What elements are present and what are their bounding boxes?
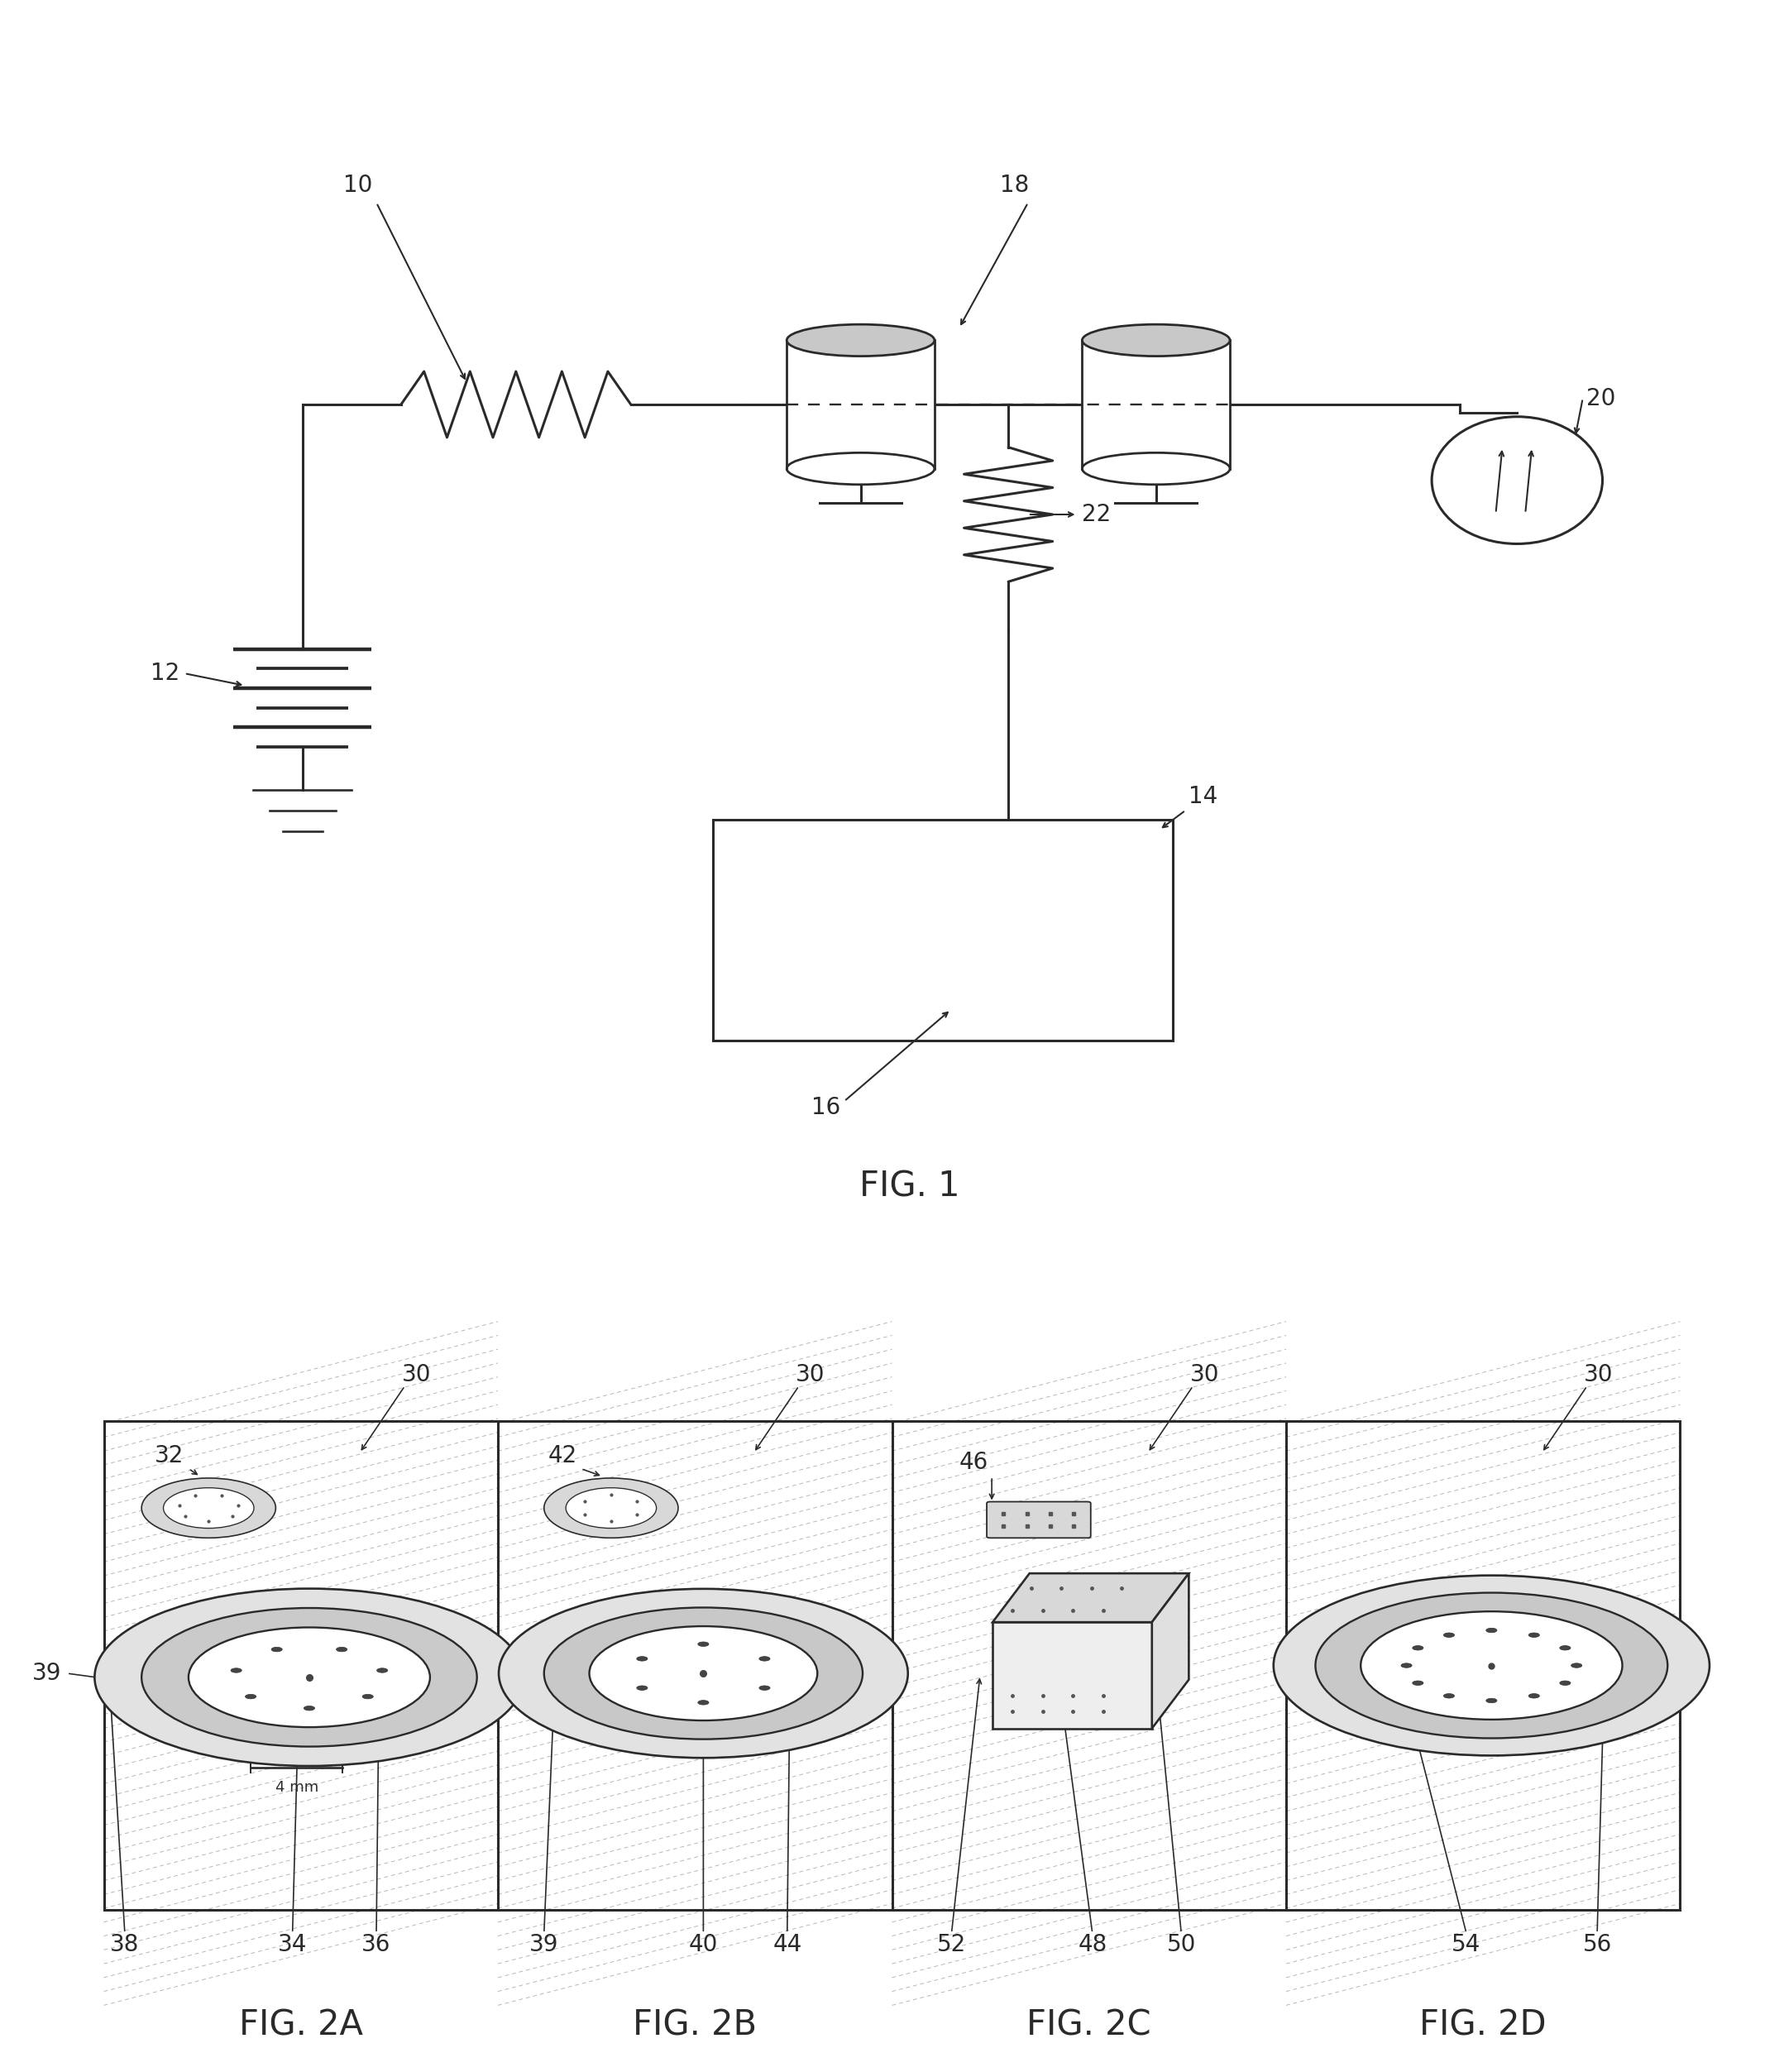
Ellipse shape (1413, 1680, 1424, 1685)
Ellipse shape (1529, 1633, 1540, 1637)
Ellipse shape (1572, 1664, 1582, 1668)
Ellipse shape (141, 1608, 476, 1747)
Bar (714, 821, 1172, 1040)
Ellipse shape (787, 325, 935, 356)
Text: 30: 30 (401, 1363, 432, 1386)
Text: 42: 42 (548, 1444, 578, 1467)
Text: 18: 18 (1001, 174, 1029, 197)
Ellipse shape (698, 1701, 708, 1705)
Ellipse shape (1413, 1645, 1424, 1649)
Ellipse shape (589, 1627, 817, 1720)
Ellipse shape (544, 1608, 863, 1738)
Text: 30: 30 (1584, 1363, 1613, 1386)
Text: 39: 39 (530, 1933, 558, 1956)
Ellipse shape (698, 1641, 708, 1647)
Text: 46: 46 (960, 1450, 988, 1473)
Ellipse shape (244, 1695, 257, 1699)
Text: 48: 48 (1078, 1933, 1108, 1956)
Text: 22: 22 (1083, 503, 1111, 526)
Ellipse shape (1559, 1680, 1570, 1685)
Text: 16: 16 (812, 1096, 840, 1119)
Ellipse shape (164, 1488, 253, 1529)
Text: 14: 14 (1188, 785, 1218, 808)
Text: FIG. 2D: FIG. 2D (1420, 2008, 1547, 2043)
Ellipse shape (337, 1647, 348, 1651)
Ellipse shape (1083, 325, 1229, 356)
Ellipse shape (637, 1687, 648, 1691)
Text: 56: 56 (1582, 1933, 1611, 1956)
Polygon shape (992, 1573, 1188, 1622)
Ellipse shape (1486, 1699, 1497, 1703)
Text: 4 mm: 4 mm (275, 1780, 318, 1794)
Ellipse shape (637, 1656, 648, 1662)
Ellipse shape (1443, 1693, 1454, 1699)
Ellipse shape (1361, 1612, 1622, 1720)
Text: 10: 10 (344, 174, 373, 197)
Text: 44: 44 (772, 1933, 801, 1956)
Ellipse shape (500, 1589, 908, 1757)
Ellipse shape (271, 1647, 282, 1651)
Ellipse shape (1486, 1629, 1497, 1633)
Text: 12: 12 (150, 661, 180, 686)
Text: 32: 32 (153, 1444, 184, 1467)
Ellipse shape (376, 1668, 387, 1672)
Bar (992, 1622, 1152, 1728)
FancyBboxPatch shape (987, 1502, 1090, 1537)
Ellipse shape (362, 1695, 373, 1699)
Ellipse shape (1315, 1593, 1668, 1738)
Text: 50: 50 (1167, 1933, 1195, 1956)
Ellipse shape (189, 1627, 430, 1728)
Text: 34: 34 (278, 1933, 307, 1956)
Bar (787, 340, 935, 468)
Ellipse shape (141, 1477, 277, 1537)
Ellipse shape (1529, 1693, 1540, 1699)
Ellipse shape (1443, 1633, 1454, 1637)
Ellipse shape (1083, 454, 1229, 485)
Text: 20: 20 (1586, 387, 1615, 410)
Text: FIG. 2C: FIG. 2C (1028, 2008, 1151, 2043)
Text: FIG. 1: FIG. 1 (860, 1169, 960, 1204)
Polygon shape (1152, 1573, 1188, 1728)
Text: 36: 36 (362, 1933, 391, 1956)
Ellipse shape (1559, 1645, 1570, 1649)
Ellipse shape (95, 1589, 524, 1765)
Text: 52: 52 (937, 1933, 967, 1956)
Text: 39: 39 (32, 1662, 62, 1685)
Text: FIG. 2A: FIG. 2A (239, 2008, 362, 2043)
Text: 30: 30 (1190, 1363, 1218, 1386)
Ellipse shape (1400, 1664, 1411, 1668)
Text: 38: 38 (111, 1933, 139, 1956)
Ellipse shape (303, 1705, 314, 1711)
Ellipse shape (760, 1687, 771, 1691)
Ellipse shape (787, 454, 935, 485)
Text: 54: 54 (1452, 1933, 1481, 1956)
Ellipse shape (566, 1488, 657, 1529)
Text: 30: 30 (796, 1363, 824, 1386)
Ellipse shape (760, 1656, 771, 1662)
Ellipse shape (1274, 1575, 1709, 1755)
Bar (1083, 340, 1229, 468)
Ellipse shape (230, 1668, 241, 1672)
Ellipse shape (544, 1477, 678, 1537)
Text: FIG. 2B: FIG. 2B (633, 2008, 756, 2043)
Bar (103, 1421, 1681, 1910)
Text: 40: 40 (689, 1933, 717, 1956)
